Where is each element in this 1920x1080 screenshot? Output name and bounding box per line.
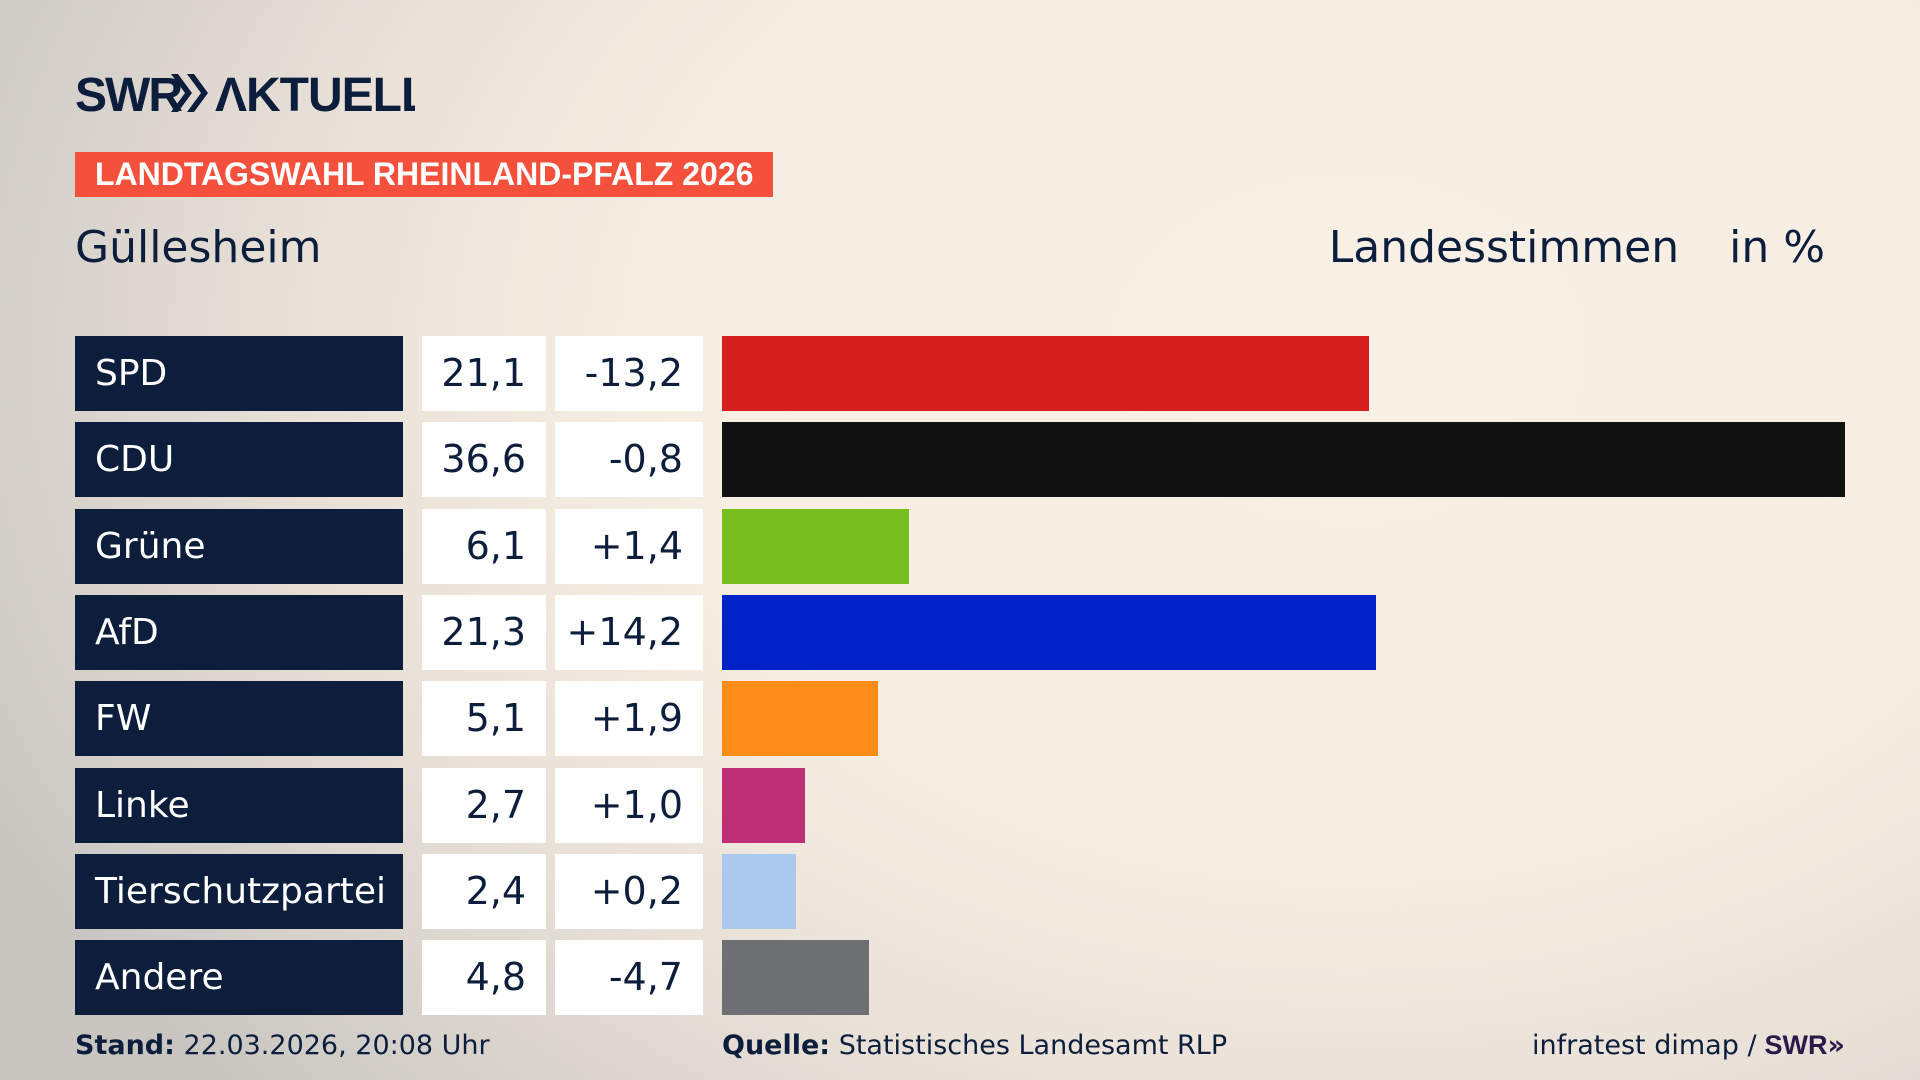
bar-afd [722, 594, 1376, 670]
party-label: FW [75, 681, 403, 757]
bar-andere [722, 940, 870, 1016]
bar-grüne [722, 508, 910, 584]
party-label: Linke [75, 767, 403, 843]
vote-share-label: 21,1 [422, 336, 546, 411]
bar-linke [722, 767, 805, 843]
measure-heading: Landesstimmen in % [1329, 222, 1825, 273]
change-label: -0,8 [555, 422, 703, 498]
vote-share-label: 2,7 [422, 767, 546, 843]
source-label: Quelle: [722, 1030, 831, 1061]
bar-cdu [722, 422, 1845, 498]
source-value: Statistisches Landesamt RLP [838, 1030, 1228, 1061]
vote-share-label: 4,8 [422, 940, 546, 1016]
party-label: Grüne [75, 508, 403, 584]
change-label: +1,4 [555, 508, 703, 584]
svg-text:SWR: SWR [75, 70, 182, 116]
source: Quelle: Statistisches Landesamt RLP [722, 1030, 1227, 1061]
stand-value: 22.03.2026, 20:08 Uhr [183, 1030, 490, 1061]
bar-spd [722, 336, 1370, 411]
party-label: Andere [75, 940, 403, 1016]
swr-aktuell-logo-graphic: SWR ΛKTUELL [75, 70, 415, 116]
vote-share-label: 5,1 [422, 681, 546, 757]
stand-label: Stand: [75, 1030, 175, 1061]
party-label: SPD [75, 336, 403, 411]
unit-label: in % [1729, 222, 1825, 273]
vote-share-label: 36,6 [422, 422, 546, 498]
change-label: +1,9 [555, 681, 703, 757]
change-label: +0,2 [555, 853, 703, 929]
change-label: -13,2 [555, 336, 703, 411]
change-label: +14,2 [555, 594, 703, 670]
swr-logo: SWR [1764, 1030, 1828, 1060]
measure-label: Landesstimmen [1328, 222, 1680, 273]
bar-tierschutzpartei [722, 853, 796, 929]
place-title: Güllesheim [75, 222, 322, 273]
bar-fw [722, 681, 879, 757]
party-label: CDU [75, 422, 403, 498]
party-label: AfD [75, 594, 403, 670]
timestamp: Stand: 22.03.2026, 20:08 Uhr [75, 1030, 490, 1061]
vote-share-label: 2,4 [422, 853, 546, 929]
credit: infratest dimap / SWR » [1532, 1030, 1845, 1061]
election-banner: LANDTAGSWAHL RHEINLAND-PFALZ 2026 [75, 152, 774, 197]
change-label: -4,7 [555, 940, 703, 1016]
vote-share-label: 21,3 [422, 594, 546, 670]
swr-aktuell-logo: SWR ΛKTUELL [75, 70, 415, 116]
swr-chevrons-icon: » [1827, 1030, 1845, 1061]
svg-text:ΛKTUELL: ΛKTUELL [215, 70, 415, 116]
party-label: Tierschutzpartei [75, 853, 403, 929]
vote-share-label: 6,1 [422, 508, 546, 584]
credit-text: infratest dimap / [1532, 1030, 1757, 1061]
change-label: +1,0 [555, 767, 703, 843]
